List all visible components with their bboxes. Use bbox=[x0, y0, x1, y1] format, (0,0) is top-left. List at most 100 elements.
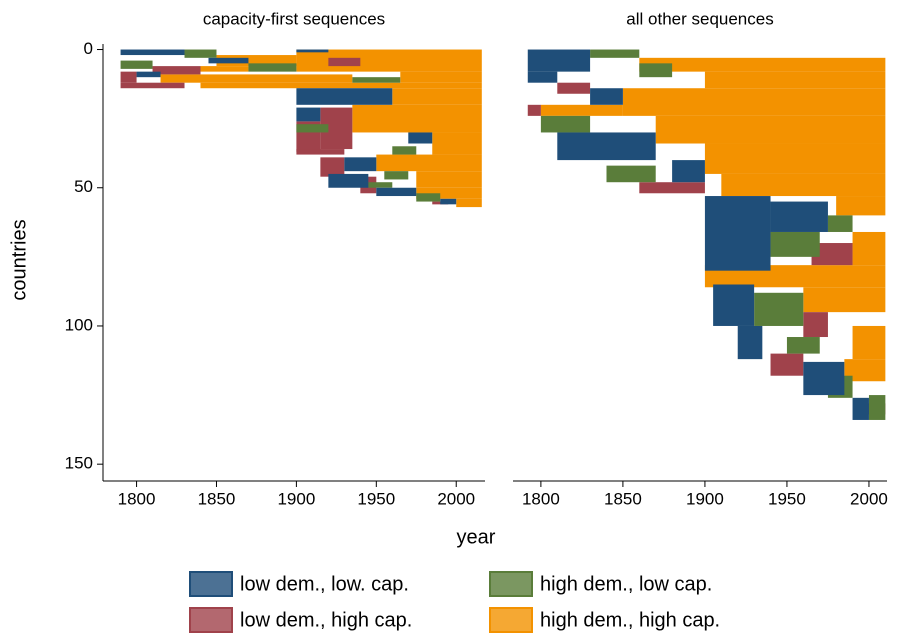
sequence-block bbox=[440, 198, 457, 205]
sequence-block bbox=[852, 231, 886, 266]
sequence-block bbox=[811, 243, 853, 266]
x-tick-label: 1850 bbox=[198, 489, 236, 508]
sequence-block bbox=[639, 182, 705, 194]
legend-label: high dem., low cap. bbox=[540, 573, 712, 595]
sequence-block bbox=[803, 312, 828, 338]
sequence-block bbox=[770, 201, 828, 232]
sequence-block bbox=[296, 49, 329, 53]
sequence-block bbox=[328, 57, 361, 67]
sequence-block bbox=[392, 146, 417, 155]
sequence-block bbox=[376, 187, 417, 197]
sequence-block bbox=[120, 82, 185, 89]
sequence-block bbox=[704, 143, 886, 174]
legend-label: low dem., low. cap. bbox=[240, 573, 409, 595]
legend-swatch bbox=[189, 607, 233, 633]
sequence-block bbox=[152, 66, 201, 75]
y-tick-label: 0 bbox=[84, 39, 93, 58]
sequence-block bbox=[606, 165, 656, 183]
y-tick-label: 150 bbox=[65, 454, 93, 473]
x-tick-label: 1900 bbox=[277, 489, 315, 508]
sequence-block bbox=[770, 231, 820, 257]
sequence-block bbox=[416, 193, 441, 202]
sequence-block bbox=[868, 395, 886, 420]
sequence-block bbox=[184, 49, 217, 58]
sequence-block bbox=[376, 154, 482, 172]
sequence-block bbox=[852, 325, 886, 360]
y-axis-label: countries bbox=[8, 219, 30, 300]
sequence-block bbox=[557, 82, 591, 94]
sequence-block bbox=[344, 157, 377, 172]
y-tick-label: 50 bbox=[74, 177, 93, 196]
x-tick-label: 1800 bbox=[522, 489, 560, 508]
y-tick-label: 100 bbox=[65, 315, 93, 334]
sequence-block bbox=[456, 198, 482, 208]
sequence-block bbox=[557, 132, 656, 161]
sequence-block bbox=[639, 57, 886, 72]
panel-title: all other sequences bbox=[626, 9, 773, 28]
sequence-block bbox=[328, 173, 369, 188]
sequence-block bbox=[527, 104, 541, 116]
sequence-block bbox=[844, 359, 886, 382]
sequence-block bbox=[200, 82, 482, 89]
sequence-block bbox=[432, 132, 482, 155]
sequence-block bbox=[416, 171, 482, 188]
sequence-block bbox=[368, 182, 393, 188]
legend-swatch bbox=[489, 571, 533, 597]
sequence-block bbox=[704, 196, 771, 271]
sequence-block bbox=[296, 88, 393, 105]
sequence-block bbox=[655, 115, 886, 144]
sequence-block bbox=[400, 71, 482, 83]
sequence-block bbox=[540, 115, 591, 133]
sequence-block bbox=[527, 49, 591, 72]
sequence-block bbox=[120, 49, 185, 56]
sequence-block bbox=[527, 71, 558, 83]
sequence-block bbox=[590, 88, 623, 105]
x-tick-label: 1950 bbox=[357, 489, 395, 508]
sequence-block bbox=[296, 124, 329, 133]
sequence-block bbox=[200, 66, 249, 72]
x-tick-label: 1800 bbox=[118, 489, 156, 508]
x-axis-label: year bbox=[457, 526, 496, 548]
sequence-block bbox=[754, 292, 804, 326]
sequence-block bbox=[248, 63, 297, 72]
sequence-block bbox=[120, 71, 137, 83]
sequence-block bbox=[786, 337, 820, 354]
legend-swatch bbox=[489, 607, 533, 633]
sequence-block bbox=[770, 353, 804, 376]
sequence-block bbox=[384, 171, 409, 180]
sequence-block bbox=[296, 49, 482, 72]
sequence-block bbox=[803, 361, 845, 396]
sequence-block bbox=[852, 397, 869, 420]
sequence-block bbox=[136, 71, 161, 78]
panel-title: capacity-first sequences bbox=[203, 9, 385, 28]
sequence-block bbox=[352, 104, 482, 133]
sequence-block bbox=[721, 173, 886, 197]
sequence-block bbox=[160, 74, 353, 83]
sequence-block bbox=[672, 160, 705, 183]
sequence-block bbox=[590, 49, 640, 58]
x-tick-label: 1900 bbox=[686, 489, 724, 508]
sequence-block bbox=[296, 149, 345, 155]
sequence-block bbox=[408, 132, 433, 144]
x-tick-label: 1950 bbox=[768, 489, 806, 508]
sequence-block bbox=[120, 60, 153, 69]
legend-label: low dem., high cap. bbox=[240, 609, 412, 631]
legend-swatch bbox=[189, 571, 233, 597]
sequence-block bbox=[416, 187, 482, 199]
x-tick-label: 2000 bbox=[850, 489, 888, 508]
sequence-block bbox=[622, 88, 886, 116]
sequence-block bbox=[827, 215, 853, 232]
sequence-block bbox=[208, 57, 249, 64]
sequence-block bbox=[803, 287, 886, 313]
sequence-block bbox=[713, 284, 755, 326]
sequence-block bbox=[352, 77, 401, 83]
sequence-block bbox=[296, 107, 321, 122]
x-tick-label: 1850 bbox=[604, 489, 642, 508]
sequence-block bbox=[704, 71, 886, 89]
sequence-block bbox=[320, 157, 345, 177]
sequence-block bbox=[639, 63, 673, 78]
sequence-block bbox=[392, 88, 482, 105]
legend-label: high dem., high cap. bbox=[540, 609, 720, 631]
x-tick-label: 2000 bbox=[437, 489, 475, 508]
